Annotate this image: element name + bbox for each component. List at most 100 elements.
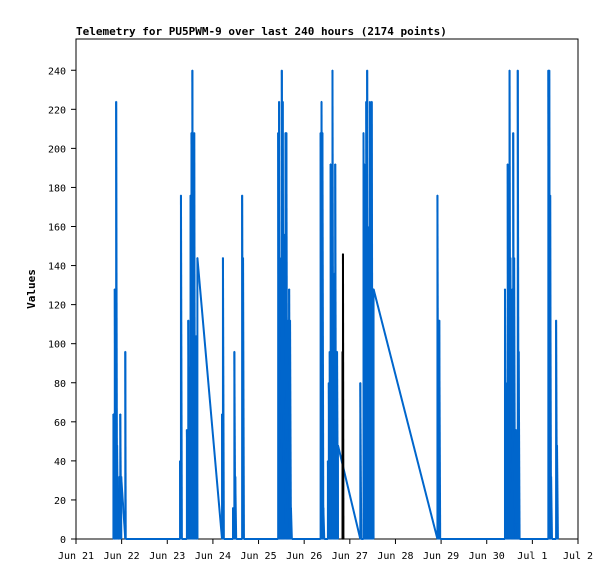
data-point: [117, 491, 119, 493]
data-point: [322, 507, 324, 509]
data-point: [288, 538, 290, 540]
data-point: [242, 538, 244, 540]
data-point: [506, 507, 508, 509]
data-point: [514, 538, 516, 540]
x-tick-label: Jun 28: [377, 551, 413, 562]
series-0-segment: [372, 288, 439, 540]
data-point: [513, 257, 515, 259]
data-point: [192, 335, 194, 337]
y-tick-label: 200: [48, 144, 66, 155]
data-point: [115, 319, 117, 321]
data-point: [507, 538, 509, 540]
series-0-segment: [359, 382, 363, 540]
data-point: [278, 538, 280, 540]
data-point: [437, 538, 439, 540]
data-point: [341, 350, 344, 353]
chart-title: Telemetry for PU5PWM-9 over last 240 hou…: [76, 25, 447, 38]
data-point: [333, 538, 335, 540]
data-point: [364, 538, 366, 540]
data-point: [190, 538, 193, 540]
data-point: [508, 69, 511, 71]
x-tick-label: Jun 23: [149, 551, 185, 562]
data-point: [336, 350, 338, 353]
y-tick-label: 220: [48, 105, 66, 116]
data-point: [511, 288, 513, 290]
x-tick-label: Jun 27: [332, 551, 368, 562]
data-point: [550, 475, 552, 478]
data-point: [322, 538, 324, 540]
series-0-segment: [289, 320, 292, 540]
data-point: [289, 538, 291, 540]
data-point: [116, 444, 118, 446]
data-point: [281, 69, 283, 71]
data-point: [342, 253, 344, 255]
data-point: [179, 460, 181, 462]
data-point: [370, 397, 372, 399]
data-point: [189, 538, 191, 540]
data-point: [331, 69, 334, 71]
data-point: [232, 507, 234, 509]
data-point: [372, 288, 375, 290]
series-0-segment: [234, 476, 238, 540]
data-point: [282, 100, 284, 103]
data-point: [235, 538, 237, 540]
x-tick-label: Jun 24: [195, 551, 231, 562]
data-point: [120, 475, 122, 478]
x-axis: Jun 21 Jun 22 Jun 23 Jun 24 Jun 25 Jun 26 Jun …: [58, 539, 593, 562]
data-point: [191, 538, 193, 540]
data-point: [329, 350, 331, 353]
data-point: [362, 132, 365, 134]
series-0-segment: [514, 429, 518, 540]
data-point: [193, 538, 195, 540]
data-point: [290, 507, 292, 509]
data-point: [337, 538, 339, 540]
data-point: [284, 132, 287, 134]
series-0-segment: [289, 507, 293, 540]
data-point: [283, 538, 286, 540]
data-point: [504, 538, 506, 540]
data-point: [330, 538, 332, 540]
data-point: [333, 272, 335, 274]
data-point: [118, 538, 120, 540]
data-point: [114, 288, 116, 290]
data-point: [371, 538, 373, 540]
data-point: [549, 538, 551, 540]
data-point: [114, 538, 116, 540]
data-point: [332, 350, 334, 353]
data-point: [334, 538, 336, 540]
data-point: [233, 350, 235, 353]
data-point: [221, 413, 223, 415]
series-1: [341, 253, 345, 540]
y-tick-label: 80: [54, 379, 66, 390]
data-point: [506, 538, 508, 540]
data-point: [336, 538, 338, 540]
data-point: [547, 69, 549, 71]
data-point: [547, 538, 549, 540]
data-point: [286, 429, 288, 431]
series-0-segment: [550, 476, 553, 540]
data-point: [189, 538, 192, 540]
data-point: [556, 444, 558, 446]
data-point: [280, 538, 282, 540]
x-tick-label: Jul 1: [517, 551, 547, 562]
data-point: [330, 163, 332, 165]
data-point: [283, 413, 285, 415]
y-axis-label: Values: [25, 269, 38, 309]
data-point: [505, 382, 507, 384]
data-point: [436, 194, 439, 196]
series-0-segment: [336, 445, 362, 540]
series-0-segment: [179, 195, 183, 540]
data-point: [514, 507, 516, 509]
data-point: [187, 319, 189, 321]
data-point: [516, 538, 518, 540]
data-point: [365, 100, 367, 103]
series-0-segment: [517, 351, 521, 540]
data-point: [187, 538, 189, 540]
data-point: [518, 350, 520, 353]
data-point: [223, 538, 225, 540]
data-point: [512, 132, 514, 134]
data-point: [195, 335, 197, 337]
data-point: [116, 538, 118, 540]
y-tick-label: 40: [54, 457, 66, 468]
data-point: [518, 538, 520, 540]
